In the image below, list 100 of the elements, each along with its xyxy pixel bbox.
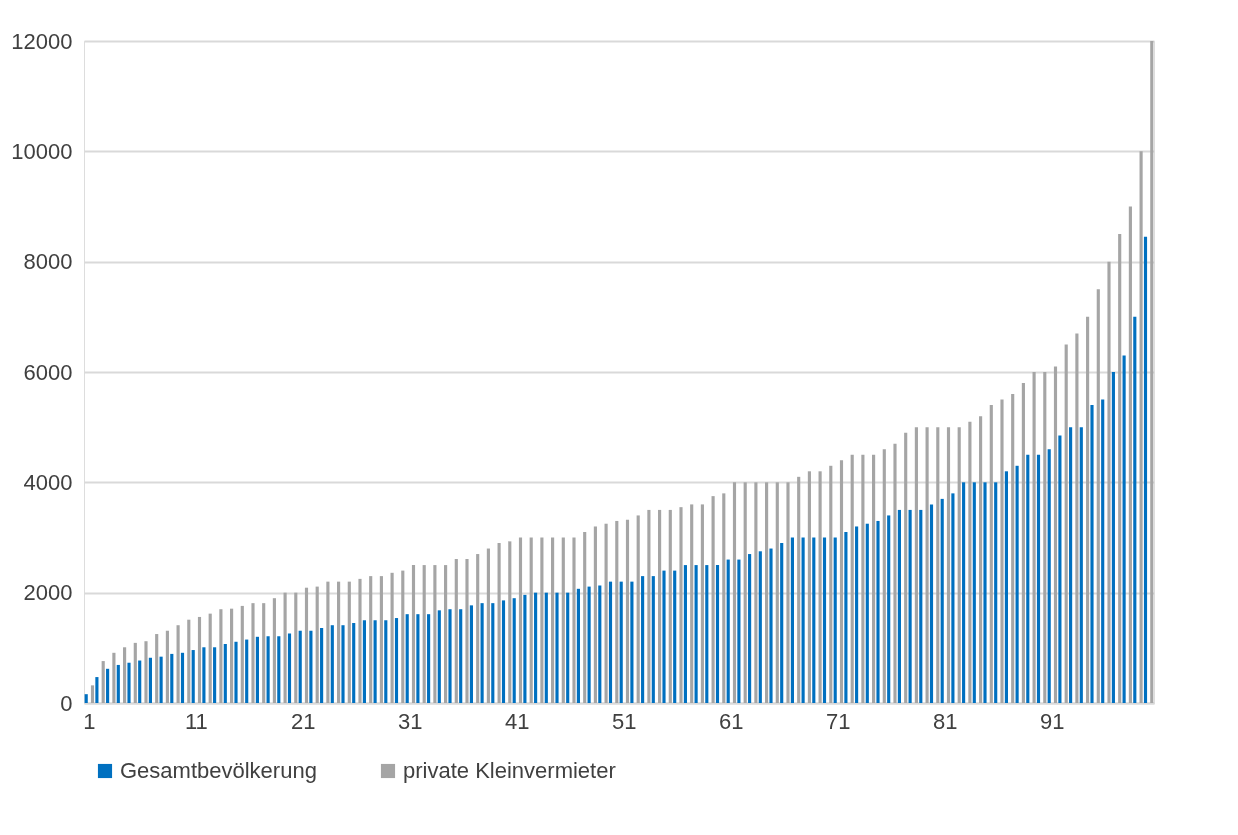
bar: [780, 543, 784, 703]
bar: [647, 509, 651, 703]
bar: [251, 603, 255, 703]
bar: [625, 519, 630, 703]
bar: [116, 664, 120, 703]
bar: [1015, 465, 1019, 703]
bar: [1143, 236, 1148, 703]
bar: [668, 509, 672, 703]
bar: [615, 520, 619, 703]
x-tick-label: 91: [1040, 708, 1065, 734]
bar: [480, 603, 484, 703]
bar: [133, 642, 137, 703]
bar: [1122, 355, 1126, 703]
bar: [673, 570, 677, 703]
bar: [651, 576, 655, 703]
x-tick-label: 61: [719, 708, 744, 734]
bar: [155, 634, 159, 703]
bar: [1118, 234, 1122, 703]
bar: [106, 668, 110, 703]
legend-label: private Kleinvermieter: [403, 758, 616, 783]
bar: [641, 576, 645, 703]
bar: [234, 641, 238, 703]
bar: [90, 685, 95, 703]
bar: [1139, 151, 1143, 703]
bar: [508, 541, 512, 703]
bar: [255, 636, 259, 703]
bar: [191, 650, 195, 703]
bar: [416, 614, 420, 703]
bar: [929, 504, 934, 703]
bar: [983, 482, 987, 703]
bar: [534, 592, 538, 703]
bar: [1090, 405, 1094, 703]
bar: [705, 565, 709, 703]
bar: [240, 605, 244, 703]
x-tick-label: 51: [612, 708, 637, 734]
bar: [465, 559, 469, 703]
bar: [662, 570, 666, 703]
bar: [822, 537, 827, 703]
bar: [598, 585, 602, 703]
bar: [1004, 471, 1008, 703]
bar: [1069, 427, 1073, 703]
bar: [362, 620, 366, 703]
bar: [882, 449, 886, 703]
bar: [448, 609, 452, 703]
bar: [379, 576, 383, 703]
bar: [1000, 399, 1004, 703]
bar: [936, 427, 940, 703]
x-tick-label: 71: [826, 708, 851, 734]
bar: [572, 537, 576, 703]
bar: [165, 630, 169, 703]
bar: [807, 471, 811, 703]
bar: [197, 616, 202, 703]
bar: [469, 605, 473, 703]
bar: [1133, 316, 1137, 703]
bar: [812, 537, 816, 703]
x-tick-label: 11: [184, 708, 208, 734]
bar: [1036, 454, 1041, 703]
bar: [347, 581, 351, 703]
bar: [919, 509, 923, 703]
bar: [683, 565, 687, 703]
bar: [1075, 333, 1079, 703]
bar: [373, 620, 377, 703]
bar: [304, 587, 309, 703]
bar: [95, 677, 99, 703]
bar: [737, 559, 741, 703]
bar: [855, 526, 859, 703]
bar: [1043, 372, 1047, 703]
bar: [957, 427, 961, 703]
bar: [583, 531, 587, 703]
bar: [968, 421, 972, 703]
bar: [112, 652, 116, 703]
bar: [1053, 366, 1058, 703]
bar: [320, 627, 324, 703]
bar: [1096, 289, 1100, 703]
bar: [138, 660, 142, 703]
bar: [337, 581, 341, 703]
bar: [384, 620, 388, 703]
bar: [1058, 435, 1062, 703]
bar: [422, 565, 426, 703]
bar: [266, 636, 270, 703]
bar: [897, 509, 901, 703]
bar: [294, 592, 298, 703]
bar: [187, 619, 191, 703]
bar: [587, 586, 591, 703]
bar: [951, 493, 955, 703]
x-tick-label: 41: [505, 708, 530, 734]
bar: [208, 613, 212, 703]
bar: [972, 482, 976, 703]
x-tick-label: 31: [398, 708, 423, 734]
bar: [1021, 383, 1025, 703]
bar: [1047, 449, 1051, 703]
bar: [829, 465, 833, 703]
bar: [219, 609, 223, 703]
legend-label: Gesamtbevölkerung: [120, 758, 317, 783]
bar: [486, 548, 490, 703]
y-tick-label: 8000: [23, 249, 73, 275]
bar: [223, 643, 227, 703]
bar: [844, 531, 848, 703]
bar: [979, 416, 983, 703]
bar: [277, 636, 281, 703]
